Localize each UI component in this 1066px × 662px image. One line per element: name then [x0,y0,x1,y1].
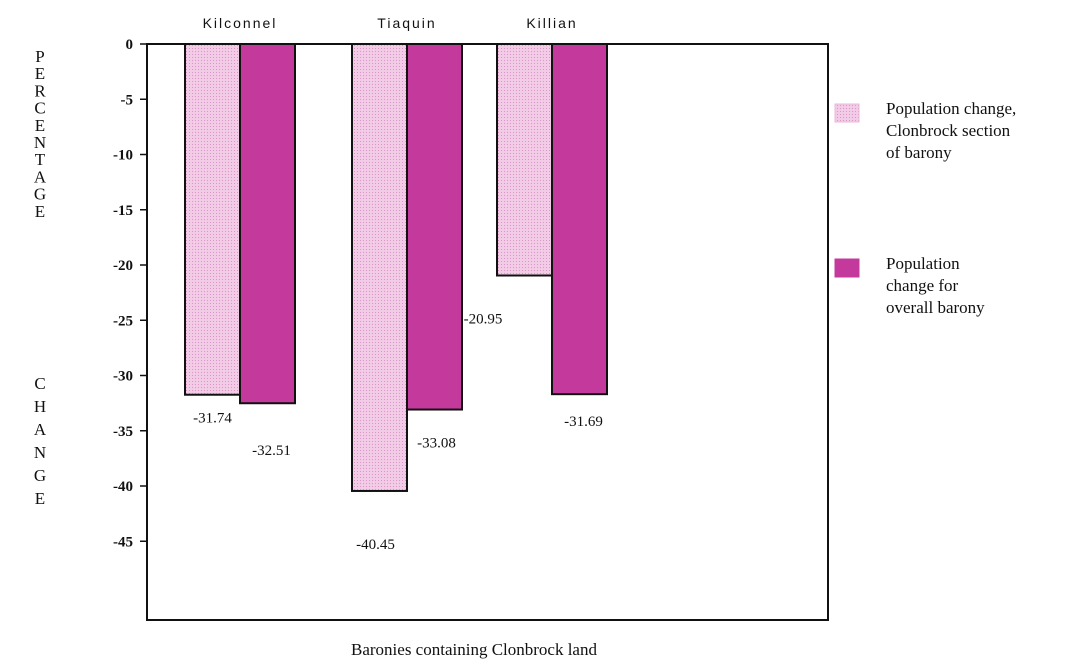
y-axis-label-letter: A [34,167,47,186]
bar-clonbrock-section-killian [496,43,553,277]
legend-label: Population [886,254,960,273]
bar-clonbrock-section-kilconnel [184,43,241,396]
data-label: -32.51 [252,443,291,459]
y-tick-label: -20 [113,258,133,274]
y-axis-label-letter: N [34,133,46,152]
y-axis-label-letter: C [34,374,45,393]
y-axis-label-letter: C [34,99,45,118]
category-label-killian: Killian [526,15,577,31]
y-axis-label-letter: E [35,202,45,221]
y-tick-label: -10 [113,148,133,164]
y-tick-label: -25 [113,313,133,329]
y-tick-label: -45 [113,534,133,550]
data-label: -31.74 [193,411,232,427]
plot-area-frame [146,43,829,621]
bar-overall-barony-kilconnel [239,43,296,405]
y-axis-label-letter: E [35,116,45,135]
legend-label: of barony [886,143,952,162]
category-label-tiaquin: Tiaquin [377,15,436,31]
data-label: -20.95 [464,312,503,328]
bar-clonbrock-section-tiaquin [351,43,408,492]
y-tick-label: -35 [113,424,133,440]
bar-overall-barony-killian [551,43,608,396]
data-label: -31.69 [564,414,603,430]
legend-swatch [834,103,860,123]
data-label: -40.45 [356,537,395,553]
x-axis-label: Baronies containing Clonbrock land [351,640,597,659]
y-axis-label-letter: N [34,443,46,462]
y-axis-label-letter: P [35,47,44,66]
y-tick-label: -40 [113,479,133,495]
y-tick-label: -5 [121,92,134,108]
y-axis-label-letter: E [35,64,45,83]
y-axis-label-letter: H [34,397,46,416]
category-label-kilconnel: Kilconnel [203,15,278,31]
y-tick-label: -15 [113,203,133,219]
y-axis-label-letter: E [35,489,45,508]
y-axis-label-letter: R [34,81,46,100]
y-axis-label-letter: T [35,150,46,169]
legend-label: change for [886,276,959,295]
y-axis-label-letter: G [34,466,46,485]
y-tick-label: -30 [113,369,133,385]
legend-label: Clonbrock section [886,121,1011,140]
data-label: -33.08 [417,436,456,452]
y-axis-label-letter: A [34,420,47,439]
legend-label: Population change, [886,99,1016,118]
bar-overall-barony-tiaquin [406,43,463,411]
legend-label: overall barony [886,298,985,317]
legend-swatch [834,258,860,278]
y-tick-label: 0 [126,37,134,53]
y-axis-label-letter: G [34,185,46,204]
